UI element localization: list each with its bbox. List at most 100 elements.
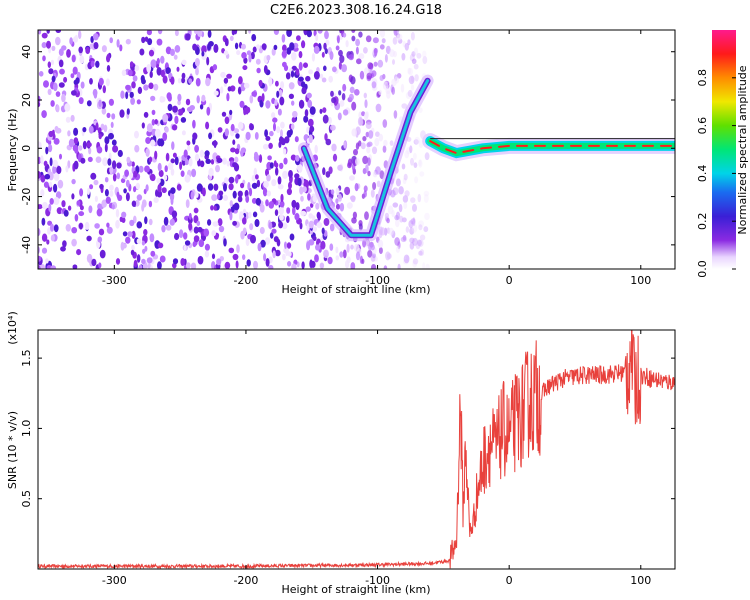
spectrogram-noise-speck <box>123 188 127 194</box>
spectrogram-noise-speck <box>329 51 334 60</box>
spectrogram-noise-speck <box>195 191 199 198</box>
spectrogram-noise-speck <box>249 94 254 104</box>
spectrogram-noise-speck <box>412 203 417 212</box>
spectrogram-noise-speck <box>58 59 64 68</box>
spectrogram-noise-speck <box>300 195 304 202</box>
spectrogram-noise-speck <box>248 211 252 219</box>
spectrogram-noise-speck <box>286 215 290 223</box>
spectrogram-noise-speck <box>234 156 239 163</box>
spectrogram-noise-speck <box>177 108 184 116</box>
spectrogram-noise-speck <box>125 38 131 45</box>
spectrogram-noise-speck <box>42 55 46 62</box>
spectrogram-noise-speck <box>408 220 414 229</box>
spectrogram-noise-speck <box>315 34 319 42</box>
spectrogram-noise-speck <box>227 86 232 92</box>
spectrogram-noise-speck <box>300 210 307 216</box>
spectrogram-noise-speck <box>146 64 152 73</box>
spectrogram-noise-speck <box>131 230 136 239</box>
spectrogram-noise-speck <box>419 249 425 256</box>
spectrogram-noise-speck <box>146 123 153 133</box>
spectrogram-noise-speck <box>50 234 56 242</box>
spectrogram-noise-speck <box>260 239 266 248</box>
spectrogram-noise-speck <box>185 98 191 106</box>
spectrogram-noise-speck <box>370 244 375 251</box>
spectrogram-noise-speck <box>143 111 149 118</box>
spectrogram-noise-speck <box>76 249 82 256</box>
spectrogram-noise-speck <box>376 180 381 188</box>
spectrogram-noise-speck <box>157 30 163 35</box>
spectrogram-noise-speck <box>259 204 265 213</box>
spectrogram-noise-speck <box>197 255 204 265</box>
spectrogram-noise-speck <box>384 54 388 63</box>
spectrogram-noise-speck <box>240 147 247 153</box>
spectrogram-noise-speck <box>157 242 164 249</box>
spectrogram-noise-speck <box>98 133 102 140</box>
spectrogram-noise-speck <box>40 155 44 165</box>
spectrogram-noise-speck <box>134 130 139 139</box>
spectrogram-noise-speck <box>212 221 219 227</box>
spectrogram-noise-speck <box>408 75 415 85</box>
spectrogram-noise-speck <box>149 71 153 78</box>
spectrogram-noise-speck <box>355 38 360 47</box>
spectrogram-noise-speck <box>84 221 90 230</box>
spectrogram-noise-speck <box>272 250 276 259</box>
spectrogram-noise-speck <box>308 220 314 229</box>
spectrogram-noise-speck <box>402 235 407 241</box>
spectrogram-noise-speck <box>335 255 340 261</box>
spectrogram-noise-speck <box>380 227 386 236</box>
spectrogram-noise-speck <box>75 77 80 84</box>
spectrogram-noise-speck <box>366 72 373 80</box>
spectrogram-noise-speck <box>106 65 111 72</box>
spectrogram-noise-speck <box>130 249 135 256</box>
spectrogram-noise-speck <box>53 82 58 92</box>
spectrogram-noise-speck <box>379 75 384 81</box>
spectrogram-noise-speck <box>125 192 130 202</box>
spectrogram-noise-speck <box>361 111 366 117</box>
spectrogram-noise-speck <box>288 82 295 90</box>
spectrogram-noise-speck <box>129 61 134 68</box>
spectrogram-noise-speck <box>53 138 60 145</box>
spectrogram-noise-speck <box>242 254 246 260</box>
spectrogram-noise-speck <box>204 150 210 157</box>
spectrogram-noise-speck <box>148 200 153 208</box>
spectrogram-noise-speck <box>134 65 140 72</box>
spectrogram-noise-speck <box>150 59 157 68</box>
spectrogram-noise-speck <box>251 174 256 182</box>
spectrogram-noise-speck <box>346 202 353 209</box>
spectrogram-noise-speck <box>185 199 190 209</box>
spectrogram-noise-speck <box>141 240 145 246</box>
spectrogram-noise-speck <box>378 89 383 96</box>
spectrogram-noise-speck <box>273 44 278 51</box>
spectrogram-noise-speck <box>317 30 323 34</box>
spectrogram-noise-speck <box>53 183 58 193</box>
spectrogram-noise-speck <box>96 208 103 217</box>
spectrogram-noise-speck <box>276 90 280 98</box>
spectrogram-noise-speck <box>71 193 75 200</box>
spectrogram-noise-speck <box>237 195 243 203</box>
spectrogram-noise-speck <box>145 184 149 192</box>
spectrogram-noise-speck <box>174 30 179 37</box>
spectrogram-noise-speck <box>342 83 347 92</box>
spectrogram-noise-speck <box>232 220 238 226</box>
spectrogram-noise-speck <box>95 156 102 163</box>
spectrogram-noise-speck <box>180 258 185 266</box>
spectrogram-noise-speck <box>165 46 172 55</box>
spectrogram-noise-speck <box>141 203 145 212</box>
spectrogram-noise-speck <box>90 172 97 180</box>
spectrogram-noise-speck <box>391 86 396 95</box>
spectrogram-noise-speck <box>38 95 41 103</box>
spectrogram-noise-speck <box>283 64 289 72</box>
spectrogram-noise-speck <box>289 128 293 136</box>
spectrogram-noise-speck <box>184 240 191 246</box>
spectrogram-noise-speck <box>53 197 60 205</box>
spectrogram-noise-speck <box>197 30 203 37</box>
spectrogram-noise-speck <box>290 154 297 161</box>
spectrogram-x-tick-label: -200 <box>233 274 258 287</box>
spectrogram-noise-speck <box>253 167 257 177</box>
spectrogram-noise-speck <box>67 130 71 137</box>
spectrogram-noise-speck <box>407 67 412 75</box>
spectrogram-noise-speck <box>319 73 324 79</box>
spectrogram-noise-speck <box>269 162 274 169</box>
spectrogram-noise-speck <box>282 148 287 155</box>
spectrogram-noise-speck <box>358 53 365 60</box>
